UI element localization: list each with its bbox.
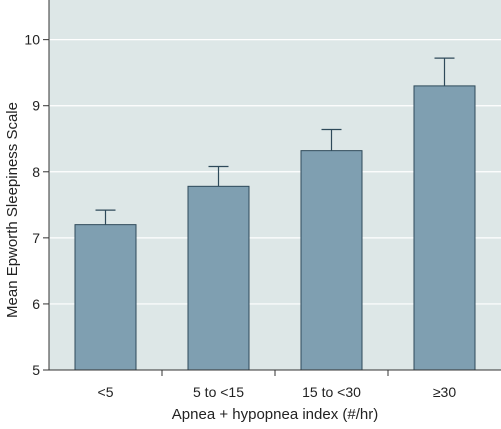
bar-3 [300, 150, 363, 371]
x-tick-label: ≥30 [433, 384, 456, 400]
x-tick-label: 5 to <15 [193, 384, 244, 400]
error-bars [95, 57, 455, 225]
bar-4 [413, 85, 476, 371]
y-tick-label: 9 [32, 98, 40, 114]
x-tick-labels: <5 5 to <15 15 to <30 ≥30 [98, 384, 457, 400]
y-tick-label: 7 [32, 230, 40, 246]
y-tick-label: 6 [32, 296, 40, 312]
bar-1 [74, 224, 137, 371]
axes [43, 0, 501, 376]
x-axis-title: Apnea + hypopnea index (#/hr) [172, 406, 378, 423]
bars [74, 85, 476, 371]
x-tick-label: <5 [98, 384, 114, 400]
y-axis-title: Mean Epworth Sleepiness Scale [4, 102, 21, 318]
y-tick-label: 5 [32, 362, 40, 378]
y-tick-labels: 5 6 7 8 9 10 [24, 32, 40, 378]
y-tick-label: 8 [32, 164, 40, 180]
x-tick-label: 15 to <30 [302, 384, 361, 400]
y-tick-label: 10 [24, 32, 40, 48]
bar-2 [187, 185, 250, 371]
